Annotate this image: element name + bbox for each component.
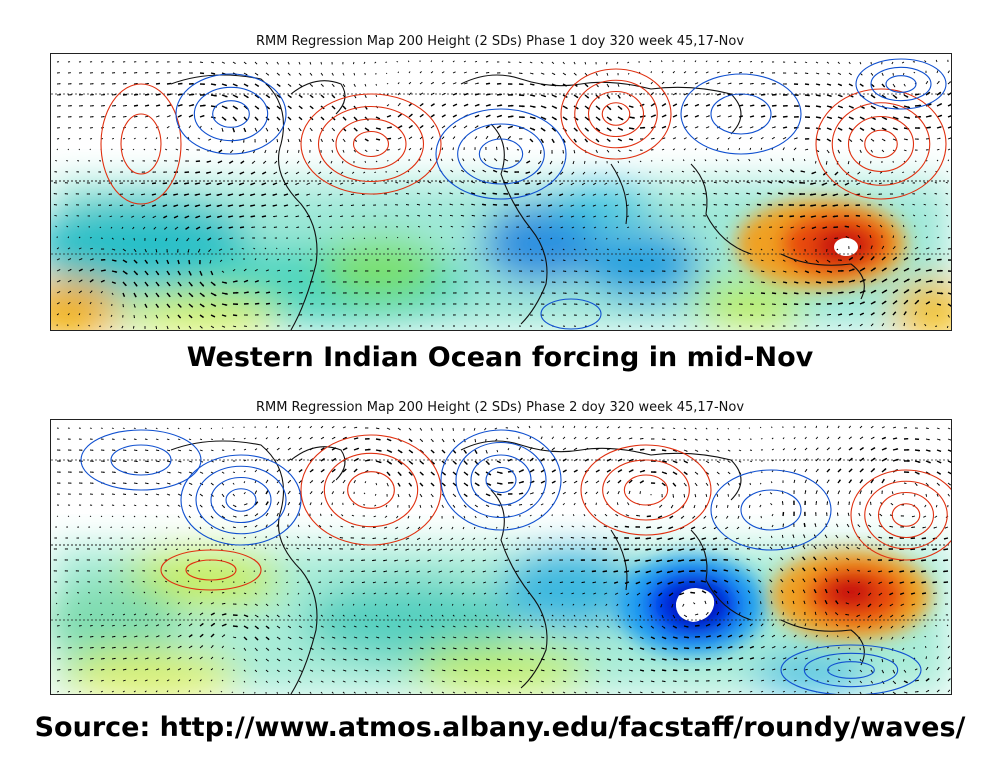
height-contours [80, 429, 951, 694]
warm-pacific-core [736, 199, 906, 289]
coastlines [170, 440, 865, 694]
source-credit: Source: http://www.atmos.albany.edu/facs… [34, 712, 966, 743]
height-contours [100, 58, 947, 330]
warm-pacific-core [771, 550, 931, 640]
caption: Western Indian Ocean forcing in mid-Nov [186, 342, 814, 373]
regression-map-phase-2 [50, 419, 952, 695]
max-anomaly-spot [834, 238, 858, 256]
map-title-phase-1: RMM Regression Map 200 Height (2 SDs) Ph… [255, 34, 745, 49]
wind-vector-field [53, 59, 951, 330]
regression-map-phase-1 [50, 53, 952, 331]
min-anomaly-spot [675, 588, 715, 622]
map-title-phase-2: RMM Regression Map 200 Height (2 SDs) Ph… [255, 400, 745, 415]
